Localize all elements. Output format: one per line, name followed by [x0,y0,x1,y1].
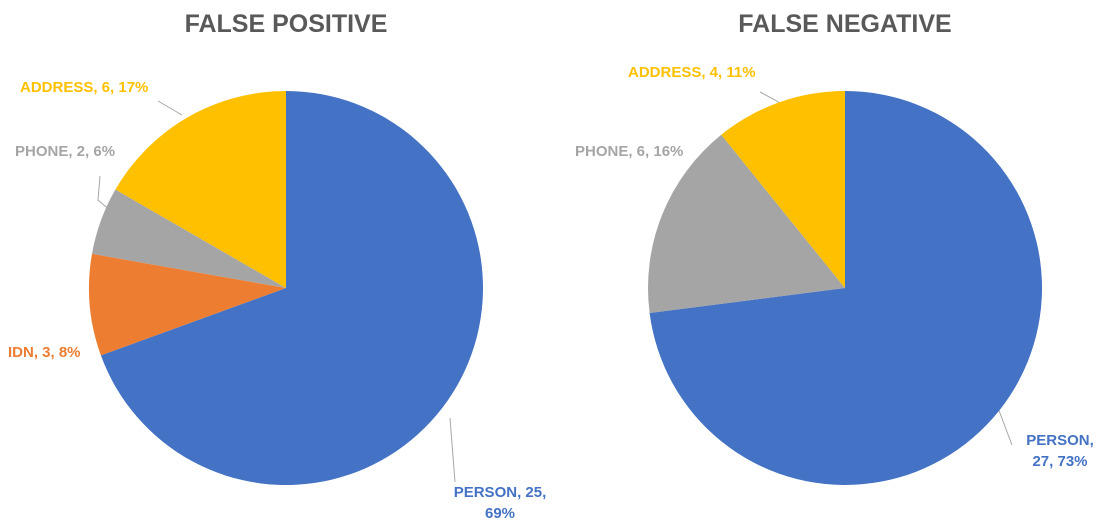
data-label: PERSON, 27, 73% [1026,432,1094,470]
pie-slice [100,91,483,485]
pie-slice [649,91,1042,485]
pie-slice [648,134,845,314]
chart-title: FALSE POSITIVE [185,10,388,38]
pie-slice [115,91,286,288]
data-label: IDN, 3, 8% [8,344,81,361]
pie-slice [91,189,286,288]
leader-line [157,100,183,116]
chart-title: FALSE NEGATIVE [738,10,951,38]
leader-line [759,91,781,104]
leader-line [449,417,456,483]
data-label: ADDRESS, 6, 17% [20,79,149,96]
data-label: PERSON, 25, 69% [453,484,547,522]
data-label: ADDRESS, 4, 11% [628,64,756,81]
data-label: PHONE, 2, 6% [15,143,116,160]
pie-slice [721,91,845,288]
data-label: PHONE, 6, 16% [575,143,684,160]
pie-slice [88,253,286,356]
